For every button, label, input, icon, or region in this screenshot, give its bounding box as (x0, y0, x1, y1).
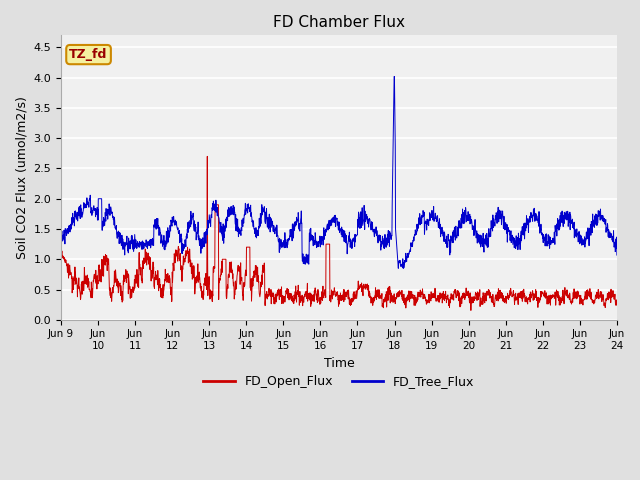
FD_Tree_Flux (613, 252, 621, 258)
Line: FD_Open_Flux: FD_Open_Flux (61, 156, 617, 311)
FD_Tree_Flux (495, 207, 503, 213)
FD_Open_Flux (57, 252, 65, 258)
FD_Tree_Flux (394, 265, 402, 271)
FD_Open_Flux (597, 295, 605, 300)
FD_Open_Flux (467, 308, 475, 313)
FD_Tree_Flux (328, 220, 335, 226)
FD_Open_Flux (313, 291, 321, 297)
FD_Open_Flux (613, 300, 621, 306)
Y-axis label: Soil CO2 Flux (umol/m2/s): Soil CO2 Flux (umol/m2/s) (15, 96, 28, 259)
FD_Tree_Flux (57, 232, 65, 238)
FD_Open_Flux (328, 287, 335, 293)
FD_Open_Flux (598, 289, 605, 295)
FD_Tree_Flux (598, 213, 605, 219)
FD_Tree_Flux (390, 73, 398, 79)
FD_Tree_Flux (313, 245, 321, 251)
FD_Tree_Flux (597, 213, 605, 219)
FD_Tree_Flux (86, 196, 93, 202)
Text: TZ_fd: TZ_fd (69, 48, 108, 61)
Legend: FD_Open_Flux, FD_Tree_Flux: FD_Open_Flux, FD_Tree_Flux (198, 370, 479, 393)
X-axis label: Time: Time (324, 357, 355, 370)
FD_Open_Flux (204, 154, 211, 159)
Title: FD Chamber Flux: FD Chamber Flux (273, 15, 405, 30)
FD_Open_Flux (495, 291, 503, 297)
FD_Open_Flux (86, 287, 93, 292)
Line: FD_Tree_Flux: FD_Tree_Flux (61, 76, 617, 268)
